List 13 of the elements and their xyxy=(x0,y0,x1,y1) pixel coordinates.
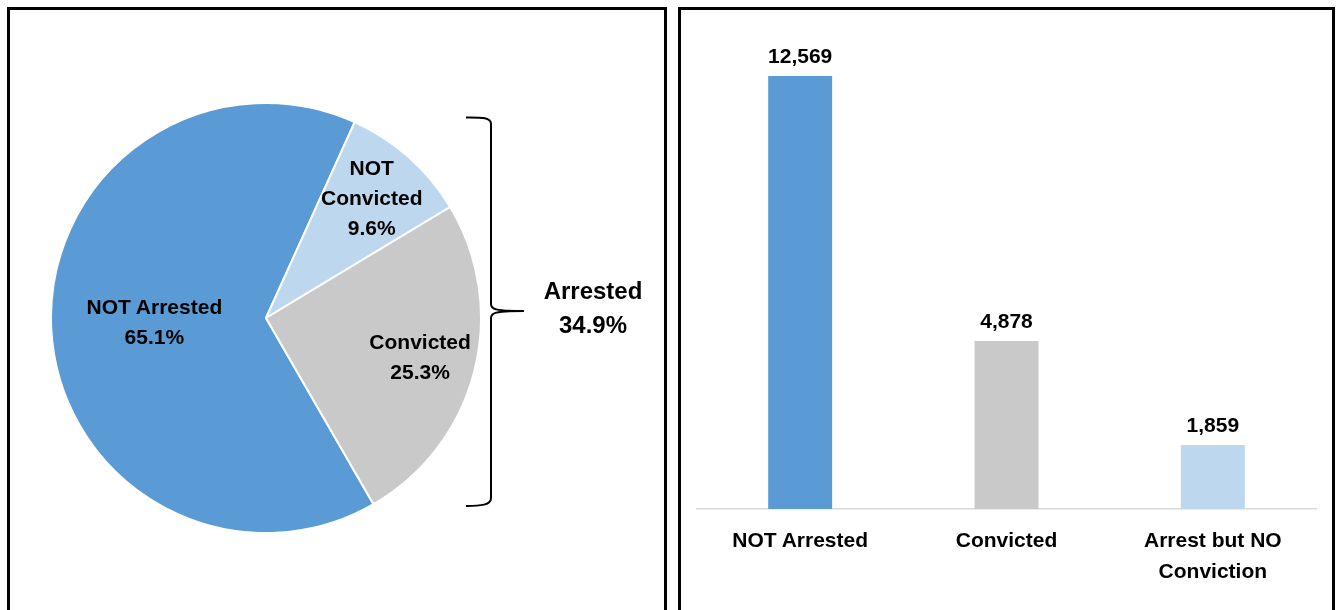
data-label: 12,569 xyxy=(768,44,833,67)
data-label: 25.3% xyxy=(390,359,451,383)
slice-label: Convicted xyxy=(369,329,471,353)
data-label: 65.1% xyxy=(124,325,185,349)
x-tick-label: NOT Arrested xyxy=(732,528,869,552)
data-label: 4,878 xyxy=(980,308,1034,332)
data-label: 9.6% xyxy=(347,215,396,239)
slice-label: NOT Convicted xyxy=(320,155,423,209)
data-label: 1,859 xyxy=(1186,412,1240,436)
x-tick-label: Arrest but NO Conviction xyxy=(1143,528,1282,583)
text: Arrested 34.9% xyxy=(542,276,644,340)
x-tick-label: Convicted xyxy=(955,528,1058,552)
slice-label: NOT Arrested xyxy=(86,295,223,319)
